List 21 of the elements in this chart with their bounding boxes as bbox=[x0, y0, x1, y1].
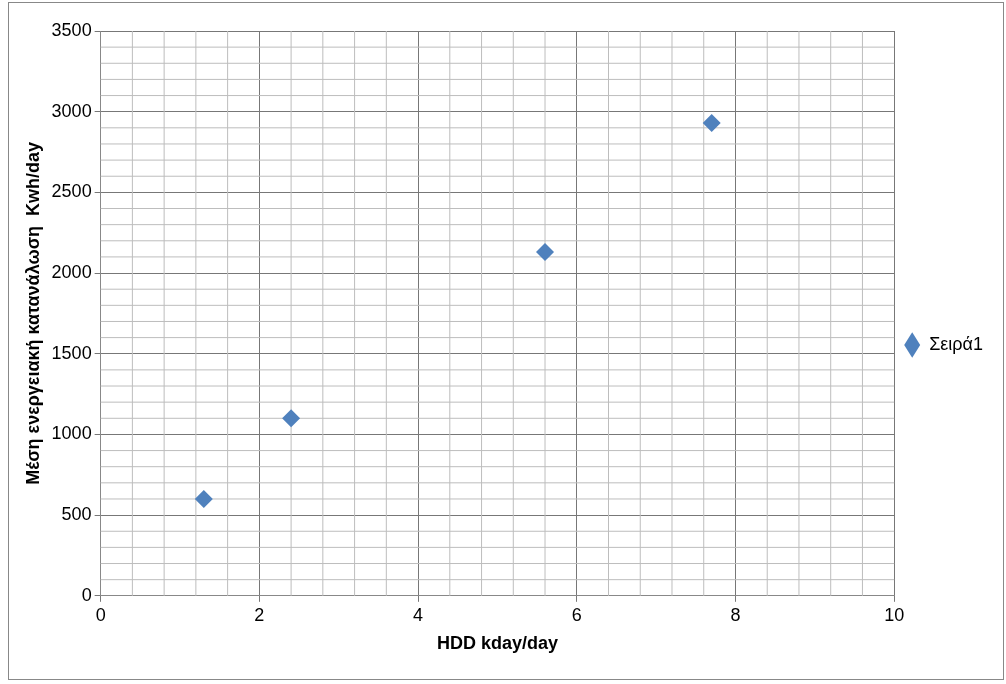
x-tick-label: 0 bbox=[95, 604, 106, 625]
x-tick-label: 6 bbox=[571, 604, 582, 625]
x-tick-label: 4 bbox=[413, 604, 424, 625]
y-tick-label: 1500 bbox=[51, 342, 92, 363]
x-tick-label: 8 bbox=[730, 604, 741, 625]
point bbox=[702, 113, 721, 132]
point bbox=[194, 489, 213, 508]
x-tick-label: 10 bbox=[884, 604, 905, 625]
y-axis-title: Μέση ενεργειακή κατανάλωση Kwh/day bbox=[22, 141, 43, 485]
y-tick-label: 500 bbox=[61, 504, 92, 525]
y-tick-label: 1000 bbox=[51, 423, 92, 444]
point bbox=[536, 243, 555, 262]
x-axis-title: HDD kday/day bbox=[436, 633, 558, 654]
y-tick-label: 3000 bbox=[51, 100, 92, 121]
y-tick-label: 0 bbox=[81, 584, 92, 605]
y-tick-label: 2000 bbox=[51, 262, 92, 283]
point bbox=[282, 409, 301, 428]
x-tick-label: 2 bbox=[254, 604, 265, 625]
legend-label: Σειρά1 bbox=[929, 333, 984, 354]
y-tick-label: 3500 bbox=[51, 19, 92, 40]
y-tick-label: 2500 bbox=[51, 181, 92, 202]
